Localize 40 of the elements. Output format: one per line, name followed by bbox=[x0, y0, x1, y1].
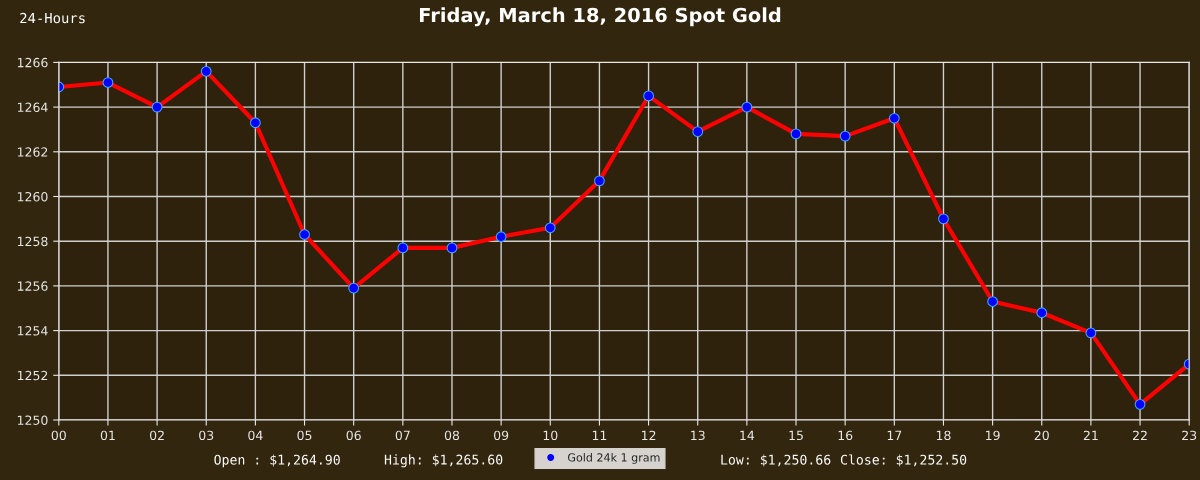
x-tick-label: 04 bbox=[248, 430, 263, 441]
y-tick-label: 1258 bbox=[17, 236, 48, 247]
y-tick-label: 1260 bbox=[17, 191, 48, 202]
y-tick-label: 1256 bbox=[17, 281, 48, 291]
x-tick-label: 03 bbox=[199, 430, 214, 441]
x-tick-label: 14 bbox=[740, 430, 755, 440]
text: Open : $1,264.90 bbox=[214, 454, 340, 468]
text: High: $1,265.60 bbox=[384, 454, 503, 468]
x-tick-label: 17 bbox=[887, 430, 902, 440]
x-tick-label: 18 bbox=[936, 430, 951, 441]
y-tick-label: 1264 bbox=[17, 102, 48, 113]
text: Close: $1,252.50 bbox=[840, 454, 967, 467]
x-tick-label: 01 bbox=[100, 430, 115, 441]
x-tick-label: 08 bbox=[444, 430, 460, 441]
x-tick-label: 02 bbox=[149, 430, 164, 441]
x-tick-label: 21 bbox=[1083, 430, 1098, 440]
chart-title: Friday, March 18, 2016 Spot Gold bbox=[419, 7, 781, 27]
x-tick-label: 19 bbox=[986, 430, 1000, 441]
x-tick-label: 09 bbox=[494, 430, 509, 441]
x-tick-label: 11 bbox=[592, 430, 607, 440]
legend-label: Gold 24k 1 gram bbox=[567, 453, 660, 464]
x-tick-label: 05 bbox=[297, 430, 312, 441]
y-tick-label: 1250 bbox=[17, 415, 48, 425]
x-tick-label: 13 bbox=[691, 430, 705, 441]
x-tick-label: 12 bbox=[641, 430, 656, 440]
y-tick-label: 1252 bbox=[17, 370, 48, 381]
x-tick-label: 22 bbox=[1133, 430, 1147, 440]
y-tick-label: 1262 bbox=[17, 147, 48, 157]
x-tick-label: 20 bbox=[1034, 430, 1049, 441]
text: Low: $1,250.66 bbox=[721, 454, 831, 467]
text: 24-Hours bbox=[20, 12, 85, 24]
y-tick-label: 1266 bbox=[17, 57, 48, 68]
x-tick-label: 00 bbox=[51, 430, 66, 441]
x-tick-label: 15 bbox=[789, 430, 803, 441]
x-tick-label: 06 bbox=[346, 430, 361, 441]
x-tick-label: 07 bbox=[395, 430, 410, 441]
x-tick-label: 10 bbox=[543, 430, 558, 441]
x-tick-label: 16 bbox=[838, 430, 853, 441]
y-tick-label: 1254 bbox=[17, 326, 48, 336]
x-tick-label: 23 bbox=[1182, 430, 1197, 441]
